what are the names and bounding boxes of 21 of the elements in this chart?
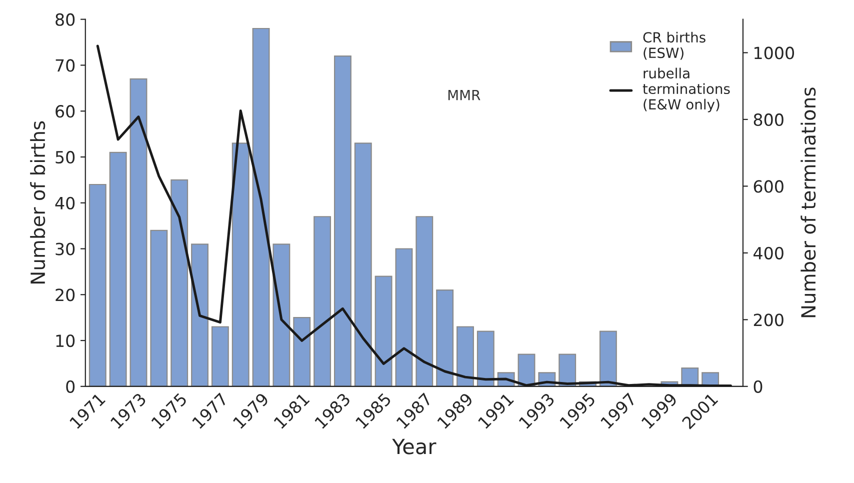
y-axis-title: Number of births (30, 121, 46, 284)
y-tick-label: 60 (56, 105, 75, 118)
y-tick-label: 0 (66, 380, 75, 393)
y-tick-label: 80 (56, 13, 75, 26)
y2-tick-label: 0 (754, 380, 762, 393)
y-tick-label: 30 (56, 242, 75, 256)
y-tick-label: 10 (56, 334, 75, 348)
y-tick-label: 70 (56, 59, 75, 72)
y2-tick-label: 800 (754, 113, 784, 126)
y2-tick-label: 1000 (754, 46, 794, 60)
y-tick-label: 40 (55, 196, 75, 210)
y2-tick-label: 200 (754, 314, 784, 326)
legend-label: CR births (ESW) (643, 32, 706, 60)
y-tick-label: 20 (56, 288, 75, 302)
annotation: MMR (448, 90, 480, 100)
y2-axis-title: Number of terminations (800, 88, 816, 318)
y2-tick-label: 600 (754, 180, 784, 193)
y-tick-label: 50 (56, 150, 75, 164)
x-axis-title: Year (392, 438, 436, 454)
y2-tick-label: 400 (754, 246, 784, 260)
legend-label: rubella terminations (E&W only) (642, 68, 730, 112)
